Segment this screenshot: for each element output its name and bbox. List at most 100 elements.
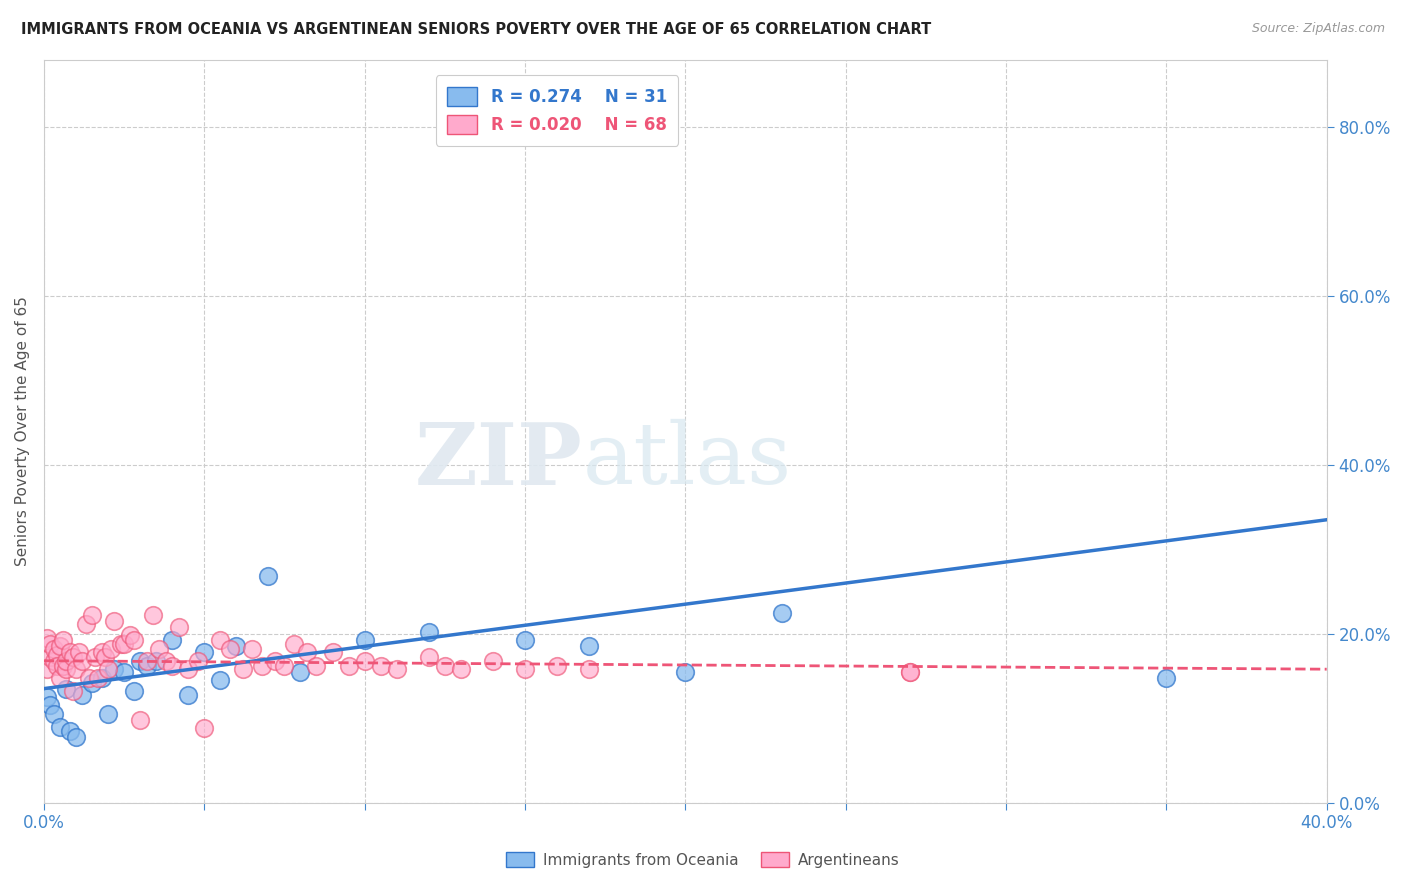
Point [898,665,921,679]
Point [513,662,536,676]
Point [193,645,215,659]
Point [35,631,58,645]
Point [84,650,107,665]
Point [122,684,145,698]
Text: atlas: atlas [582,419,792,502]
Point [100,641,122,656]
Point [49,671,72,685]
Point [433,658,456,673]
Point [129,713,152,727]
Point [77,671,100,685]
Point [370,658,392,673]
Point [55,662,77,676]
Point [148,641,170,656]
Point [62,650,84,665]
Point [225,640,247,654]
Point [122,633,145,648]
Point [513,633,536,648]
Point [62,684,84,698]
Point [290,665,312,679]
Text: IMMIGRANTS FROM OCEANIA VS ARGENTINEAN SENIORS POVERTY OVER THE AGE OF 65 CORREL: IMMIGRANTS FROM OCEANIA VS ARGENTINEAN S… [21,22,931,37]
Point [353,654,375,668]
Point [67,645,90,659]
Point [65,730,87,744]
Legend: R = 0.274    N = 31, R = 0.020    N = 68: R = 0.274 N = 31, R = 0.020 N = 68 [436,75,679,145]
Point [112,665,135,679]
Point [55,654,77,668]
Point [160,658,183,673]
Point [42,706,65,721]
Point [263,654,285,668]
Point [52,633,75,648]
Point [55,681,77,696]
Point [110,637,132,651]
Point [94,650,117,665]
Point [337,658,360,673]
Point [898,665,921,679]
Point [546,658,568,673]
Point [58,723,80,738]
Point [72,688,94,702]
Point [209,633,232,648]
Point [97,706,120,721]
Point [135,658,157,673]
Point [42,641,65,656]
Point [97,662,120,676]
Point [52,658,75,673]
Point [1156,671,1178,685]
Text: ZIP: ZIP [415,419,582,503]
Point [578,662,600,676]
Point [322,645,344,659]
Point [103,662,125,676]
Point [232,662,254,676]
Point [58,645,80,659]
Point [250,658,273,673]
Point [187,654,209,668]
Point [90,671,112,685]
Y-axis label: Seniors Poverty Over the Age of 65: Seniors Poverty Over the Age of 65 [15,296,30,566]
Point [305,658,328,673]
Point [193,721,215,735]
Point [112,637,135,651]
Point [770,606,793,620]
Point [482,654,505,668]
Point [155,654,177,668]
Point [219,641,242,656]
Point [39,637,62,651]
Point [353,633,375,648]
Point [87,671,110,685]
Text: Source: ZipAtlas.com: Source: ZipAtlas.com [1251,22,1385,36]
Legend: Immigrants from Oceania, Argentineans: Immigrants from Oceania, Argentineans [499,844,907,875]
Point [209,673,232,688]
Point [673,665,696,679]
Point [39,698,62,713]
Point [90,645,112,659]
Point [450,662,472,676]
Point [142,608,165,623]
Point [75,616,97,631]
Point [160,633,183,648]
Point [35,690,58,704]
Point [135,654,157,668]
Point [65,662,87,676]
Point [45,648,67,662]
Point [273,658,295,673]
Point [80,608,103,623]
Point [167,620,190,634]
Point [578,640,600,654]
Point [145,654,167,668]
Point [42,654,65,668]
Point [177,688,200,702]
Point [80,675,103,690]
Point [418,625,440,640]
Point [49,640,72,654]
Point [120,628,142,642]
Point [35,662,58,676]
Point [283,637,305,651]
Point [129,654,152,668]
Point [385,662,408,676]
Point [45,658,67,673]
Point [177,662,200,676]
Point [72,654,94,668]
Point [257,569,280,583]
